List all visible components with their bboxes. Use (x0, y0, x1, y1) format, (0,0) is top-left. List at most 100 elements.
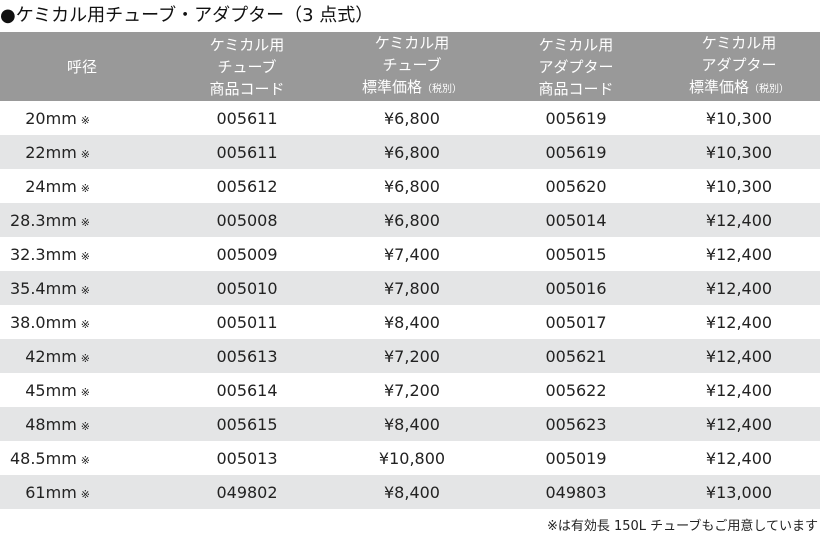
cell-size: 24mm ※ (0, 169, 164, 203)
cell-size: 35.4mm ※ (0, 271, 164, 305)
cell-adapter-code: 005016 (494, 271, 658, 305)
cell-tube-price: ¥6,800 (384, 176, 440, 196)
size-value: 61mm (25, 482, 77, 502)
cell-adapter-code: 005014 (494, 203, 658, 237)
table-row: 48mm ※ 005615 ¥8,400 005623 ¥12,400 (0, 407, 820, 441)
cell-adapter-code: 005619 (545, 108, 607, 128)
header-size: 呼径 (0, 32, 164, 101)
cell-tube-price: ¥8,400 (384, 312, 440, 332)
cell-size: 38.0mm ※ (0, 305, 164, 339)
header-adapter-code: ケミカル用 アダプター 商品コード (494, 32, 658, 101)
cell-adapter-price: ¥13,000 (658, 475, 820, 509)
cell-size: 42mm ※ (0, 339, 164, 373)
cell-tube-code: 005011 (216, 312, 278, 332)
cell-tube-price: ¥7,200 (330, 339, 494, 373)
size-value: 35.4mm (9, 278, 77, 298)
reference-mark: ※ (80, 351, 90, 365)
reference-mark: ※ (80, 283, 90, 297)
reference-mark: ※ (80, 385, 90, 399)
cell-tube-code: 005010 (164, 271, 330, 305)
size-value: 24mm (25, 176, 77, 196)
cell-adapter-price: ¥12,400 (705, 312, 773, 332)
reference-mark: ※ (80, 317, 90, 331)
size-value: 42mm (25, 346, 77, 366)
cell-tube-code: 005611 (216, 108, 278, 128)
cell-tube-price: ¥7,800 (330, 271, 494, 305)
cell-adapter-code: 005621 (494, 339, 658, 373)
cell-tube-price: ¥6,800 (330, 135, 494, 169)
reference-mark: ※ (80, 147, 90, 161)
cell-adapter-price: ¥12,400 (658, 407, 820, 441)
size-value: 48mm (25, 414, 77, 434)
reference-mark: ※ (80, 181, 90, 195)
table-row: 45mm ※ 005614 ¥7,200 005622 ¥12,400 (0, 373, 820, 407)
price-table: 呼径 ケミカル用 チューブ 商品コード ケミカル用 チューブ 標準価格（税別） … (0, 32, 820, 509)
table-row: 42mm ※ 005613 ¥7,200 005621 ¥12,400 (0, 339, 820, 373)
size-value: 48.5mm (9, 448, 77, 468)
cell-adapter-code: 005015 (545, 244, 607, 264)
cell-tube-code: 005615 (164, 407, 330, 441)
cell-size: 32.3mm ※ (0, 237, 164, 271)
cell-adapter-code: 005622 (545, 380, 607, 400)
cell-adapter-price: ¥12,400 (658, 271, 820, 305)
table-row: 22mm ※ 005611 ¥6,800 005619 ¥10,300 (0, 135, 820, 169)
cell-size: 61mm ※ (0, 475, 164, 509)
header-tube-code: ケミカル用 チューブ 商品コード (164, 32, 330, 101)
cell-tube-price: ¥8,400 (330, 475, 494, 509)
cell-tube-code: 005611 (164, 135, 330, 169)
cell-adapter-price: ¥10,300 (658, 135, 820, 169)
cell-adapter-price: ¥12,400 (658, 339, 820, 373)
table-row: 38.0mm ※ 005011 ¥8,400 005017 ¥12,400 (0, 305, 820, 339)
table-row: 20mm ※ 005611 ¥6,800 005619 ¥10,300 (0, 101, 820, 135)
cell-size: 48.5mm ※ (0, 441, 164, 475)
cell-tube-code: 005612 (216, 176, 278, 196)
cell-adapter-code: 005623 (494, 407, 658, 441)
cell-tube-price: ¥6,800 (330, 203, 494, 237)
header-adapter-price: ケミカル用 アダプター 標準価格（税別） (658, 32, 820, 101)
cell-adapter-code: 005619 (494, 135, 658, 169)
size-value: 22mm (25, 142, 77, 162)
table-header-row: 呼径 ケミカル用 チューブ 商品コード ケミカル用 チューブ 標準価格（税別） … (0, 32, 820, 101)
reference-mark: ※ (80, 113, 90, 127)
size-value: 45mm (25, 380, 77, 400)
cell-tube-price: ¥7,200 (384, 380, 440, 400)
cell-tube-code: 049802 (164, 475, 330, 509)
cell-adapter-code: 005019 (545, 448, 607, 468)
table-row: 32.3mm ※ 005009 ¥7,400 005015 ¥12,400 (0, 237, 820, 271)
cell-adapter-price: ¥10,300 (705, 176, 773, 196)
cell-tube-code: 005009 (216, 244, 278, 264)
size-value: 32.3mm (9, 244, 77, 264)
size-value: 38.0mm (9, 312, 77, 332)
cell-tube-price: ¥6,800 (384, 108, 440, 128)
size-value: 28.3mm (9, 210, 77, 230)
cell-adapter-price: ¥12,400 (658, 203, 820, 237)
cell-size: 28.3mm ※ (0, 203, 164, 237)
cell-adapter-code: 049803 (494, 475, 658, 509)
reference-mark: ※ (80, 215, 90, 229)
cell-adapter-code: 005017 (545, 312, 607, 332)
cell-adapter-price: ¥12,400 (705, 380, 773, 400)
size-value: 20mm (25, 108, 77, 128)
page-title: ●ケミカル用チューブ・アダプター（3 点式） (0, 5, 374, 26)
cell-size: 48mm ※ (0, 407, 164, 441)
cell-tube-code: 005013 (216, 448, 278, 468)
cell-size: 45mm ※ (0, 373, 164, 407)
cell-size: 22mm ※ (0, 135, 164, 169)
table-row: 48.5mm ※ 005013 ¥10,800 005019 ¥12,400 (0, 441, 820, 475)
header-tube-price: ケミカル用 チューブ 標準価格（税別） (330, 32, 494, 101)
cell-size: 20mm ※ (0, 101, 164, 135)
cell-tube-price: ¥8,400 (330, 407, 494, 441)
footnote: ※は有効長 150L チューブもご用意しています (546, 519, 818, 534)
cell-tube-code: 005614 (216, 380, 278, 400)
cell-tube-price: ¥7,400 (384, 244, 440, 264)
cell-tube-code: 005008 (164, 203, 330, 237)
reference-mark: ※ (80, 419, 90, 433)
reference-mark: ※ (80, 487, 90, 501)
reference-mark: ※ (80, 453, 90, 467)
cell-adapter-price: ¥12,400 (705, 448, 773, 468)
cell-tube-price: ¥10,800 (378, 448, 446, 468)
table-row: 61mm ※ 049802 ¥8,400 049803 ¥13,000 (0, 475, 820, 509)
cell-adapter-price: ¥10,300 (705, 108, 773, 128)
table-row: 24mm ※ 005612 ¥6,800 005620 ¥10,300 (0, 169, 820, 203)
table-row: 35.4mm ※ 005010 ¥7,800 005016 ¥12,400 (0, 271, 820, 305)
